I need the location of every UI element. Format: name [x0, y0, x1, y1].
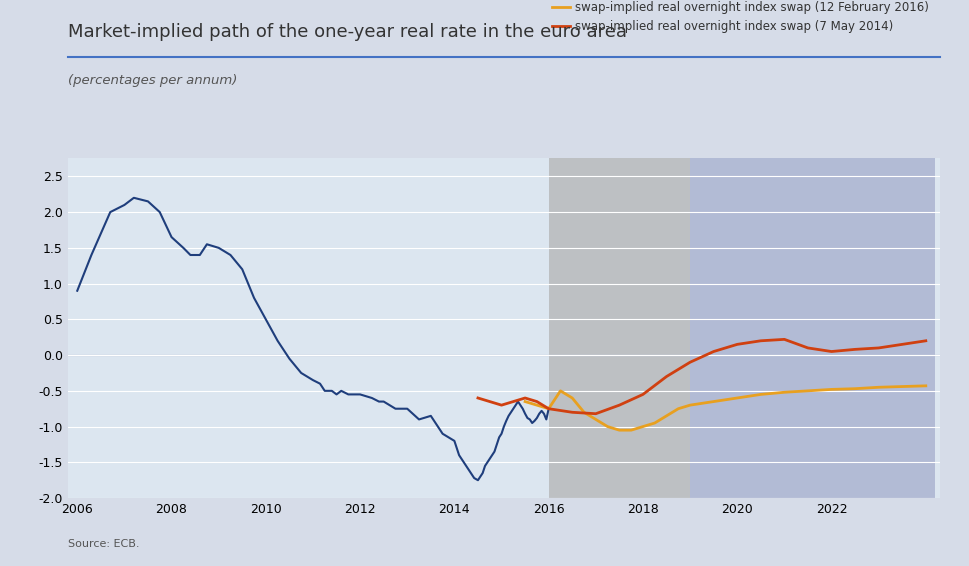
Legend: one-year spot real overnight index swap, swap-implied real overnight index swap : one-year spot real overnight index swap,… — [547, 0, 934, 38]
Text: (percentages per annum): (percentages per annum) — [68, 74, 237, 87]
Text: Market-implied path of the one-year real rate in the euro area: Market-implied path of the one-year real… — [68, 23, 627, 41]
Text: Source: ECB.: Source: ECB. — [68, 539, 140, 549]
Bar — [690, 158, 935, 498]
Bar — [548, 158, 690, 498]
